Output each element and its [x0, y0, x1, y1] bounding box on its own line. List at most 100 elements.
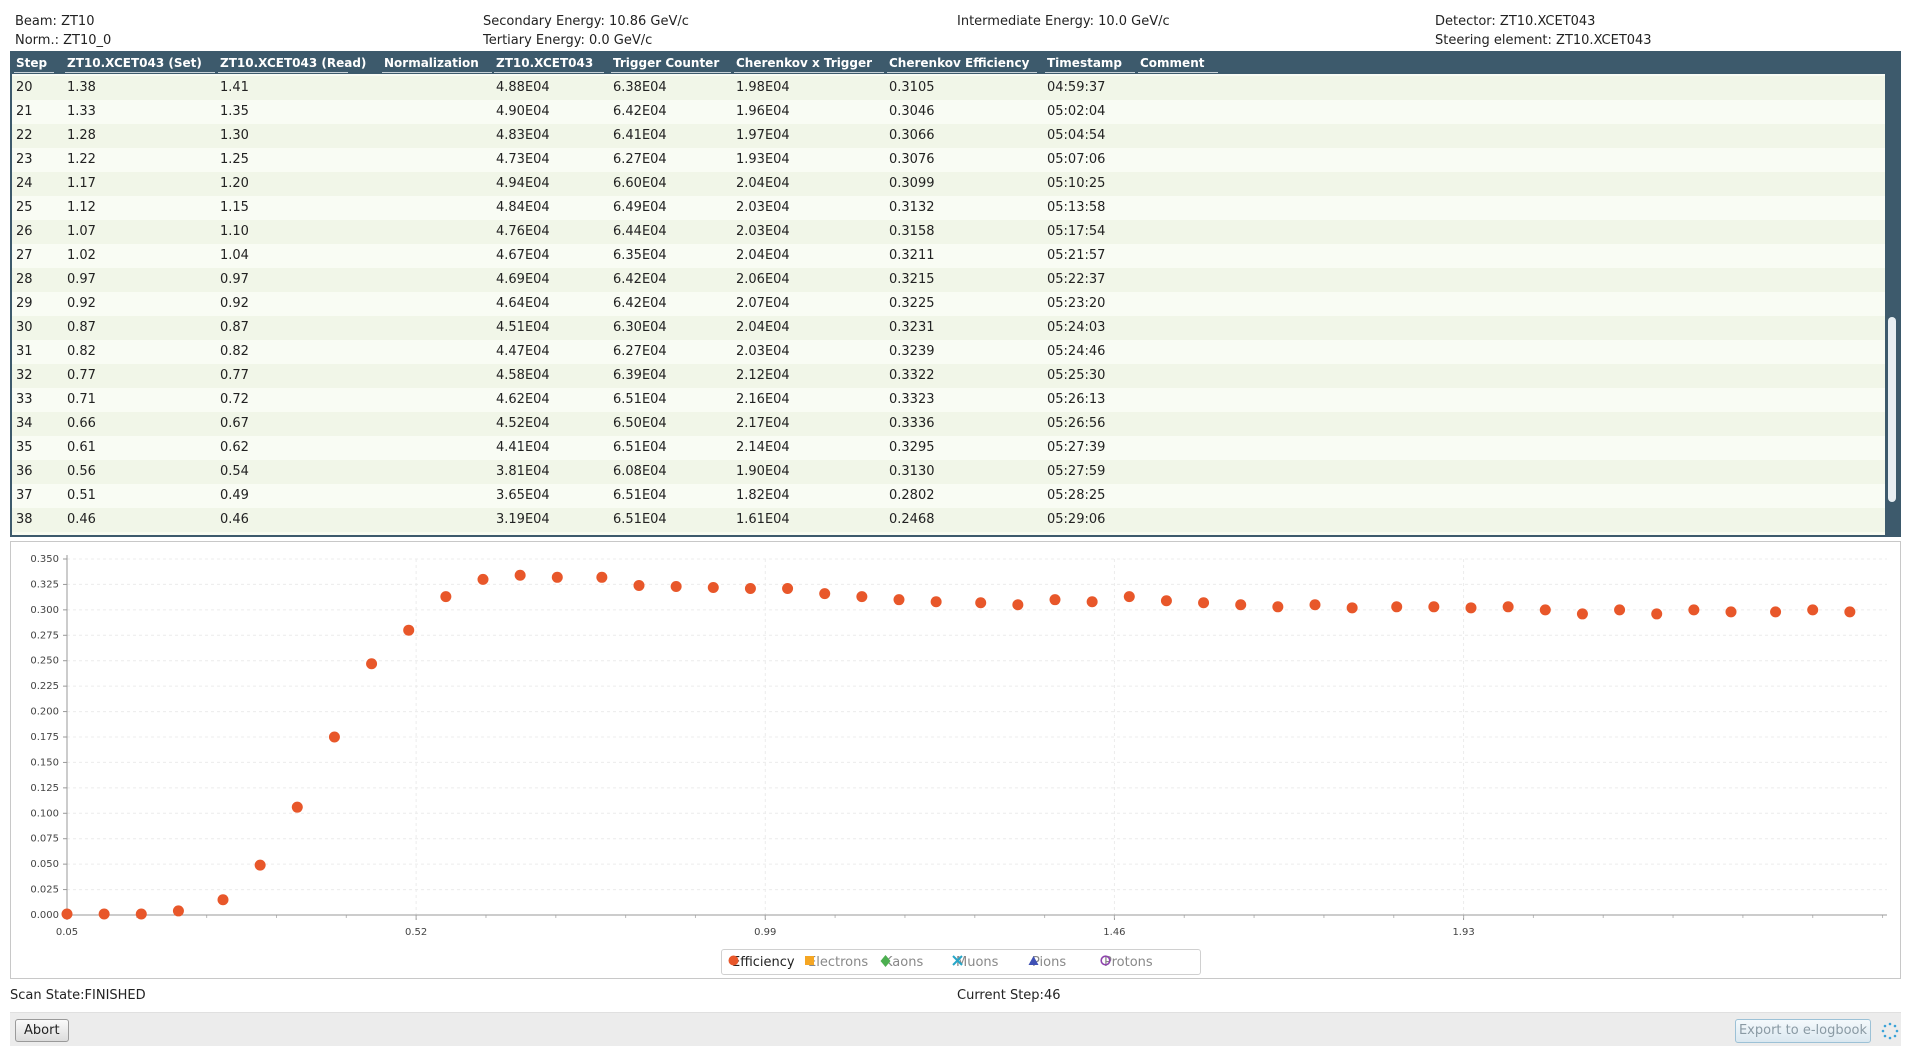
- chart-legend[interactable]: Efficiency Electrons Kaons Muons Pions Proton…: [721, 949, 1201, 975]
- table-cell: 0.3046: [889, 104, 935, 119]
- column-header[interactable]: Step: [16, 56, 48, 70]
- table-cell: 4.67E04: [496, 248, 550, 263]
- data-point: [135, 908, 147, 920]
- table-cell: 1.93E04: [736, 152, 790, 167]
- y-tick-label: 0.075: [30, 834, 59, 845]
- y-tick-label: 0.225: [30, 681, 59, 692]
- y-tick-label: 0.275: [30, 630, 59, 641]
- table-cell: 38: [16, 512, 33, 527]
- column-header[interactable]: Cherenkov Efficiency: [889, 56, 1030, 70]
- column-header[interactable]: ZT10.XCET043: [496, 56, 594, 70]
- table-cell: 24: [16, 176, 33, 191]
- table-row[interactable]: 30 0.87 0.87 4.51E04 6.30E04 2.04E04 0.3231 05:…: [12, 316, 1887, 340]
- table-cell: 6.44E04: [613, 224, 667, 239]
- table-row[interactable]: 29 0.92 0.92 4.64E04 6.42E04 2.07E04 0.3225 05:…: [12, 292, 1887, 316]
- table-cell: 0.3225: [889, 296, 935, 311]
- column-header[interactable]: Comment: [1140, 56, 1205, 70]
- table-cell: 4.62E04: [496, 392, 550, 407]
- table-cell: 1.22: [67, 152, 96, 167]
- table-cell: 0.3099: [889, 176, 935, 191]
- legend-item[interactable]: Electrons: [804, 955, 868, 970]
- column-header-divider: [611, 72, 731, 73]
- data-point: [1428, 601, 1440, 613]
- table-cell: 0.66: [67, 416, 96, 431]
- table-row[interactable]: 20 1.38 1.41 4.88E04 6.38E04 1.98E04 0.3105 04:…: [12, 76, 1887, 100]
- table-row[interactable]: 26 1.07 1.10 4.76E04 6.44E04 2.03E04 0.3158 05:…: [12, 220, 1887, 244]
- column-header[interactable]: Timestamp: [1047, 56, 1123, 70]
- table-cell: 0.54: [220, 464, 249, 479]
- table-row[interactable]: 25 1.12 1.15 4.84E04 6.49E04 2.03E04 0.3132 05:…: [12, 196, 1887, 220]
- data-point: [1391, 601, 1403, 613]
- column-header[interactable]: Trigger Counter: [613, 56, 720, 70]
- table-cell: 1.82E04: [736, 488, 790, 503]
- table-row[interactable]: 38 0.46 0.46 3.19E04 6.51E04 1.61E04 0.2468 05:…: [12, 508, 1887, 532]
- table-body[interactable]: 20 1.38 1.41 4.88E04 6.38E04 1.98E04 0.3105 04:…: [12, 74, 1887, 535]
- x-tick-label: 1.46: [1103, 927, 1125, 938]
- table-cell: 34: [16, 416, 33, 431]
- table-cell: 4.88E04: [496, 80, 550, 95]
- table-cell: 22: [16, 128, 33, 143]
- table-cell: 3.81E04: [496, 464, 550, 479]
- scan-results-table[interactable]: Step ZT10.XCET043 (Set) ZT10.XCET043 (Read…: [10, 51, 1901, 537]
- table-row[interactable]: 21 1.33 1.35 4.90E04 6.42E04 1.96E04 0.3046 05:…: [12, 100, 1887, 124]
- table-cell: 05:17:54: [1047, 224, 1106, 239]
- data-point: [782, 582, 794, 594]
- table-row[interactable]: 22 1.28 1.30 4.83E04 6.41E04 1.97E04 0.3066 05:…: [12, 124, 1887, 148]
- abort-button[interactable]: Abort: [15, 1019, 69, 1042]
- table-cell: 05:29:06: [1047, 512, 1106, 527]
- bottom-toolbar: Abort Export to e-logbook: [10, 1012, 1901, 1046]
- table-row[interactable]: 33 0.71 0.72 4.62E04 6.51E04 2.16E04 0.3323 05:…: [12, 388, 1887, 412]
- data-point: [596, 571, 608, 583]
- column-header[interactable]: Cherenkov x Trigger: [736, 56, 873, 70]
- table-cell: 28: [16, 272, 33, 287]
- table-cell: 2.14E04: [736, 440, 790, 455]
- column-header[interactable]: ZT10.XCET043 (Read): [220, 56, 367, 70]
- table-row[interactable]: 27 1.02 1.04 4.67E04 6.35E04 2.04E04 0.3211 05:…: [12, 244, 1887, 268]
- legend-item[interactable]: Pions: [1028, 955, 1066, 970]
- table-row[interactable]: 23 1.22 1.25 4.73E04 6.27E04 1.93E04 0.3076 05:…: [12, 148, 1887, 172]
- export-elogbook-button[interactable]: Export to e-logbook: [1735, 1019, 1871, 1043]
- scrollbar-thumb[interactable]: [1888, 317, 1896, 502]
- table-cell: 29: [16, 296, 33, 311]
- legend-item[interactable]: Efficiency: [728, 955, 795, 970]
- column-header[interactable]: Normalization: [384, 56, 479, 70]
- table-row[interactable]: 35 0.61 0.62 4.41E04 6.51E04 2.14E04 0.3295 05:…: [12, 436, 1887, 460]
- legend-item[interactable]: Kaons: [880, 955, 923, 970]
- table-row[interactable]: 32 0.77 0.77 4.58E04 6.39E04 2.12E04 0.3322 05:…: [12, 364, 1887, 388]
- table-cell: 6.27E04: [613, 344, 667, 359]
- chart-plot-area: 0.000 0.025 0.050 0.075 0.100 0.125 0.150 0.175…: [30, 554, 1887, 938]
- table-cell: 6.30E04: [613, 320, 667, 335]
- table-cell: 0.49: [220, 488, 249, 503]
- x-tick-label: 0.05: [56, 927, 78, 938]
- table-cell: 37: [16, 488, 33, 503]
- column-header-divider: [734, 72, 884, 73]
- table-cell: 05:21:57: [1047, 248, 1106, 263]
- table-cell: 0.61: [67, 440, 96, 455]
- legend-item[interactable]: Muons: [952, 955, 998, 970]
- x-tick-label: 1.93: [1452, 927, 1474, 938]
- legend-item[interactable]: Protons: [1100, 955, 1153, 970]
- data-point: [1539, 604, 1551, 616]
- table-row[interactable]: 28 0.97 0.97 4.69E04 6.42E04 2.06E04 0.3215 05:…: [12, 268, 1887, 292]
- data-point: [930, 596, 942, 608]
- y-tick-label: 0.125: [30, 783, 59, 794]
- y-tick-label: 0.300: [30, 605, 59, 616]
- tertiary-energy: Tertiary Energy: 0.0 GeV/c: [483, 33, 653, 48]
- table-cell: 32: [16, 368, 33, 383]
- table-row[interactable]: 31 0.82 0.82 4.47E04 6.27E04 2.03E04 0.3239 05:…: [12, 340, 1887, 364]
- table-cell: 1.10: [220, 224, 249, 239]
- table-row[interactable]: 34 0.66 0.67 4.52E04 6.50E04 2.17E04 0.3336 05:…: [12, 412, 1887, 436]
- table-row[interactable]: 36 0.56 0.54 3.81E04 6.08E04 1.90E04 0.3130 05:…: [12, 460, 1887, 484]
- table-cell: 1.30: [220, 128, 249, 143]
- table-row[interactable]: 24 1.17 1.20 4.94E04 6.60E04 2.04E04 0.3099 05:…: [12, 172, 1887, 196]
- table-cell: 4.52E04: [496, 416, 550, 431]
- intermediate-energy: Intermediate Energy: 10.0 GeV/c: [957, 14, 1170, 29]
- table-cell: 0.92: [67, 296, 96, 311]
- table-scrollbar[interactable]: [1885, 74, 1899, 535]
- table-row[interactable]: 37 0.51 0.49 3.65E04 6.51E04 1.82E04 0.2802 05:…: [12, 484, 1887, 508]
- table-cell: 30: [16, 320, 33, 335]
- table-cell: 1.97E04: [736, 128, 790, 143]
- table-cell: 0.3231: [889, 320, 935, 335]
- column-header[interactable]: ZT10.XCET043 (Set): [67, 56, 202, 70]
- data-point: [1614, 604, 1626, 616]
